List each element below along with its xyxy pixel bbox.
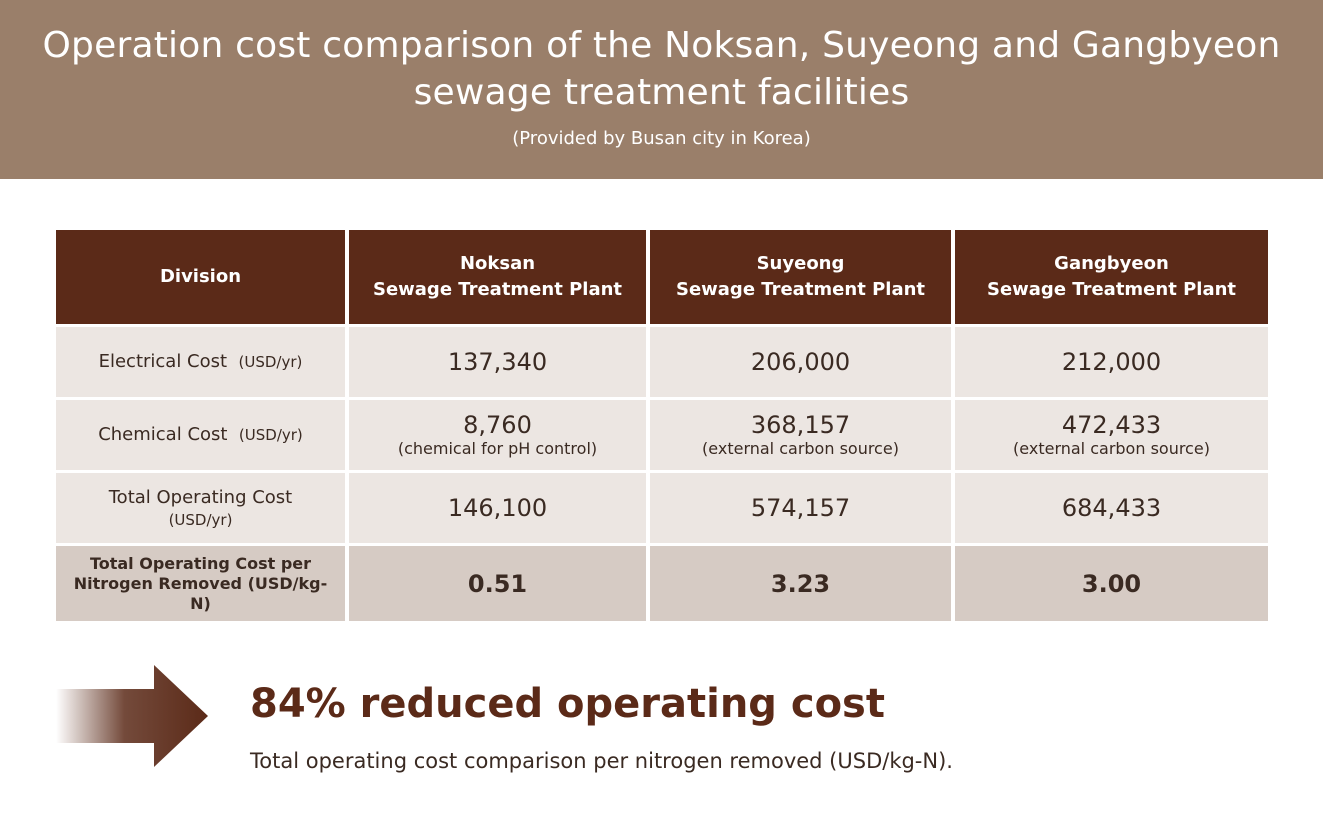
value-chemical-noksan: 8,760 [463,411,532,439]
cell-chemical-suyeong: 368,157 (external carbon source) [650,400,951,470]
value-total-suyeong: 574,157 [750,494,851,522]
value-chemical-suyeong: 368,157 [750,411,851,439]
summary-headline: 84% reduced operating cost [250,681,885,727]
value-total-noksan: 146,100 [447,494,548,522]
header-division: Division [56,230,345,324]
note-chemical-suyeong: (external carbon source) [702,439,899,458]
cell-per-nitrogen-suyeong: 3.23 [650,546,951,621]
right-arrow-icon [56,665,208,767]
title-line-2: sewage treatment facilities [413,72,910,113]
value-per-nitrogen-suyeong: 3.23 [770,569,831,598]
page-title: Operation cost comparison of the Noksan,… [0,22,1323,116]
cell-chemical-noksan: 8,760 (chemical for pH control) [349,400,646,470]
chemical-unit: (USD/yr) [238,426,303,444]
header-suyeong-type: Sewage Treatment Plant [675,279,926,300]
cost-comparison-table: Division Noksan Sewage Treatment Plant S… [56,230,1268,621]
value-per-nitrogen-gangbyeon: 3.00 [1081,569,1142,598]
per-nitrogen-label-line-1: Total Operating Cost per [89,553,312,573]
value-electrical-gangbyeon: 212,000 [1061,348,1162,376]
header-suyeong: Suyeong Sewage Treatment Plant [650,230,951,324]
cell-electrical-noksan: 137,340 [349,327,646,397]
electrical-label: Electrical Cost [98,351,228,372]
total-unit: (USD/yr) [168,511,233,529]
row-label-electrical: Electrical Cost (USD/yr) [56,327,345,397]
chemical-label: Chemical Cost [98,424,228,445]
header-suyeong-name: Suyeong [756,253,845,274]
cell-chemical-gangbyeon: 472,433 (external carbon source) [955,400,1268,470]
cell-total-noksan: 146,100 [349,473,646,543]
row-label-total: Total Operating Cost (USD/yr) [56,473,345,543]
header-gangbyeon-name: Gangbyeon [1054,253,1169,274]
row-label-chemical: Chemical Cost (USD/yr) [56,400,345,470]
value-per-nitrogen-noksan: 0.51 [467,569,528,598]
header-gangbyeon-type: Sewage Treatment Plant [986,279,1237,300]
header-gangbyeon: Gangbyeon Sewage Treatment Plant [955,230,1268,324]
row-label-per-nitrogen: Total Operating Cost per Nitrogen Remove… [56,546,345,621]
title-banner: Operation cost comparison of the Noksan,… [0,0,1323,179]
header-noksan: Noksan Sewage Treatment Plant [349,230,646,324]
cell-electrical-suyeong: 206,000 [650,327,951,397]
summary-caption: Total operating cost comparison per nitr… [250,749,953,773]
value-total-gangbyeon: 684,433 [1061,494,1162,522]
per-nitrogen-label: Total Operating Cost per Nitrogen Remove… [64,554,338,614]
note-chemical-gangbyeon: (external carbon source) [1013,439,1210,458]
cell-per-nitrogen-noksan: 0.51 [349,546,646,621]
cell-total-gangbyeon: 684,433 [955,473,1268,543]
cell-per-nitrogen-gangbyeon: 3.00 [955,546,1268,621]
value-chemical-gangbyeon: 472,433 [1061,411,1162,439]
header-noksan-type: Sewage Treatment Plant [372,279,623,300]
note-chemical-noksan: (chemical for pH control) [397,439,598,458]
electrical-unit: (USD/yr) [238,353,303,371]
value-electrical-noksan: 137,340 [447,348,548,376]
title-line-1: Operation cost comparison of the Noksan,… [42,25,1281,66]
per-nitrogen-label-line-2: Nitrogen Removed (USD/kg- [73,573,328,593]
row-label-electrical-text: Electrical Cost (USD/yr) [99,350,303,374]
value-electrical-suyeong: 206,000 [750,348,851,376]
total-label: Total Operating Cost [108,487,293,508]
header-noksan-name: Noksan [459,253,536,274]
page-subtitle: (Provided by Busan city in Korea) [512,128,811,149]
per-nitrogen-label-line-3: N) [190,593,211,613]
header-division-label: Division [159,266,242,287]
cell-electrical-gangbyeon: 212,000 [955,327,1268,397]
cell-total-suyeong: 574,157 [650,473,951,543]
row-label-chemical-text: Chemical Cost (USD/yr) [98,423,303,447]
